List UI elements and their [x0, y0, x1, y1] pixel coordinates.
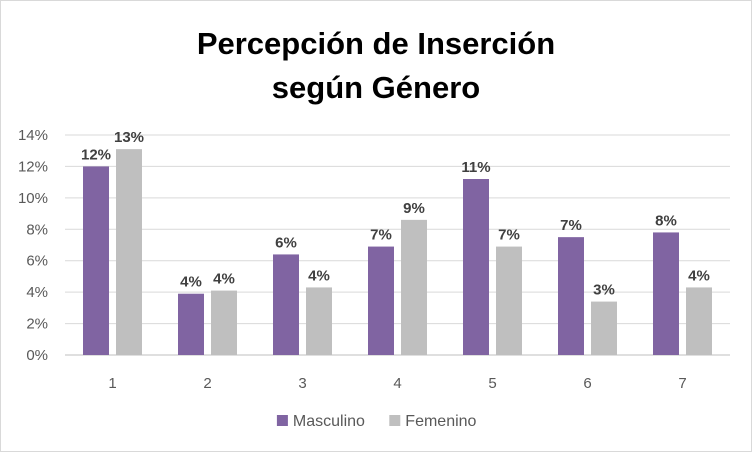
data-label: 12% — [81, 146, 111, 163]
bar-masculino-4 — [368, 247, 394, 355]
x-tick-label: 6 — [583, 375, 591, 392]
chart-title-line-1: Percepción de Inserción — [197, 26, 555, 61]
x-tick-label: 1 — [108, 375, 116, 392]
bar-femenino-7 — [686, 287, 712, 355]
y-tick-label: 2% — [26, 316, 48, 333]
bars — [83, 149, 712, 355]
y-tick-label: 8% — [26, 221, 48, 238]
chart-title-line-2: según Género — [272, 70, 480, 105]
x-tick-label: 3 — [298, 375, 306, 392]
data-label: 7% — [498, 227, 520, 244]
y-tick-label: 6% — [26, 253, 48, 270]
bar-masculino-5 — [463, 179, 489, 355]
data-label: 6% — [275, 234, 297, 251]
legend-swatch-femenino — [389, 415, 400, 426]
data-labels: 12%13% 4% 4% 6% 4% 7% 9% 11% 7% 7% 3% 8% 4% — [81, 129, 710, 298]
legend-swatch-masculino — [277, 415, 288, 426]
data-label: 4% — [180, 274, 202, 291]
bar-femenino-5 — [496, 247, 522, 355]
x-tick-label: 4 — [393, 375, 401, 392]
y-axis: 0% 2% 4% 6% 8% 10% 12% 14% — [18, 127, 48, 364]
legend-label-femenino: Femenino — [405, 413, 476, 430]
x-tick-label: 7 — [678, 375, 686, 392]
data-label: 4% — [308, 267, 330, 284]
y-tick-label: 4% — [26, 284, 48, 301]
data-label: 4% — [213, 271, 235, 288]
data-label: 11% — [461, 159, 490, 176]
y-tick-label: 12% — [18, 158, 48, 175]
x-axis: 1 2 3 4 5 6 7 — [108, 375, 686, 392]
data-label: 8% — [655, 212, 677, 229]
bar-masculino-7 — [653, 232, 679, 355]
y-tick-label: 10% — [18, 190, 48, 207]
bar-masculino-3 — [273, 254, 299, 355]
bar-femenino-4 — [401, 220, 427, 355]
bar-femenino-1 — [116, 149, 142, 355]
data-label: 9% — [403, 200, 425, 217]
bar-femenino-6 — [591, 302, 617, 355]
data-label: 4% — [688, 267, 710, 284]
data-label: 7% — [560, 217, 582, 234]
bar-masculino-6 — [558, 237, 584, 355]
data-label: 3% — [593, 282, 615, 299]
y-tick-label: 14% — [18, 127, 48, 144]
data-label: 13% — [114, 129, 144, 146]
y-tick-label: 0% — [26, 347, 48, 364]
legend-label-masculino: Masculino — [293, 413, 365, 430]
gridlines — [65, 135, 730, 355]
bar-femenino-2 — [211, 291, 237, 355]
bar-masculino-1 — [83, 166, 109, 355]
data-label: 7% — [370, 227, 392, 244]
legend: Masculino Femenino — [277, 413, 477, 430]
bar-masculino-2 — [178, 294, 204, 355]
x-tick-label: 5 — [488, 375, 496, 392]
x-tick-label: 2 — [203, 375, 211, 392]
bar-femenino-3 — [306, 287, 332, 355]
